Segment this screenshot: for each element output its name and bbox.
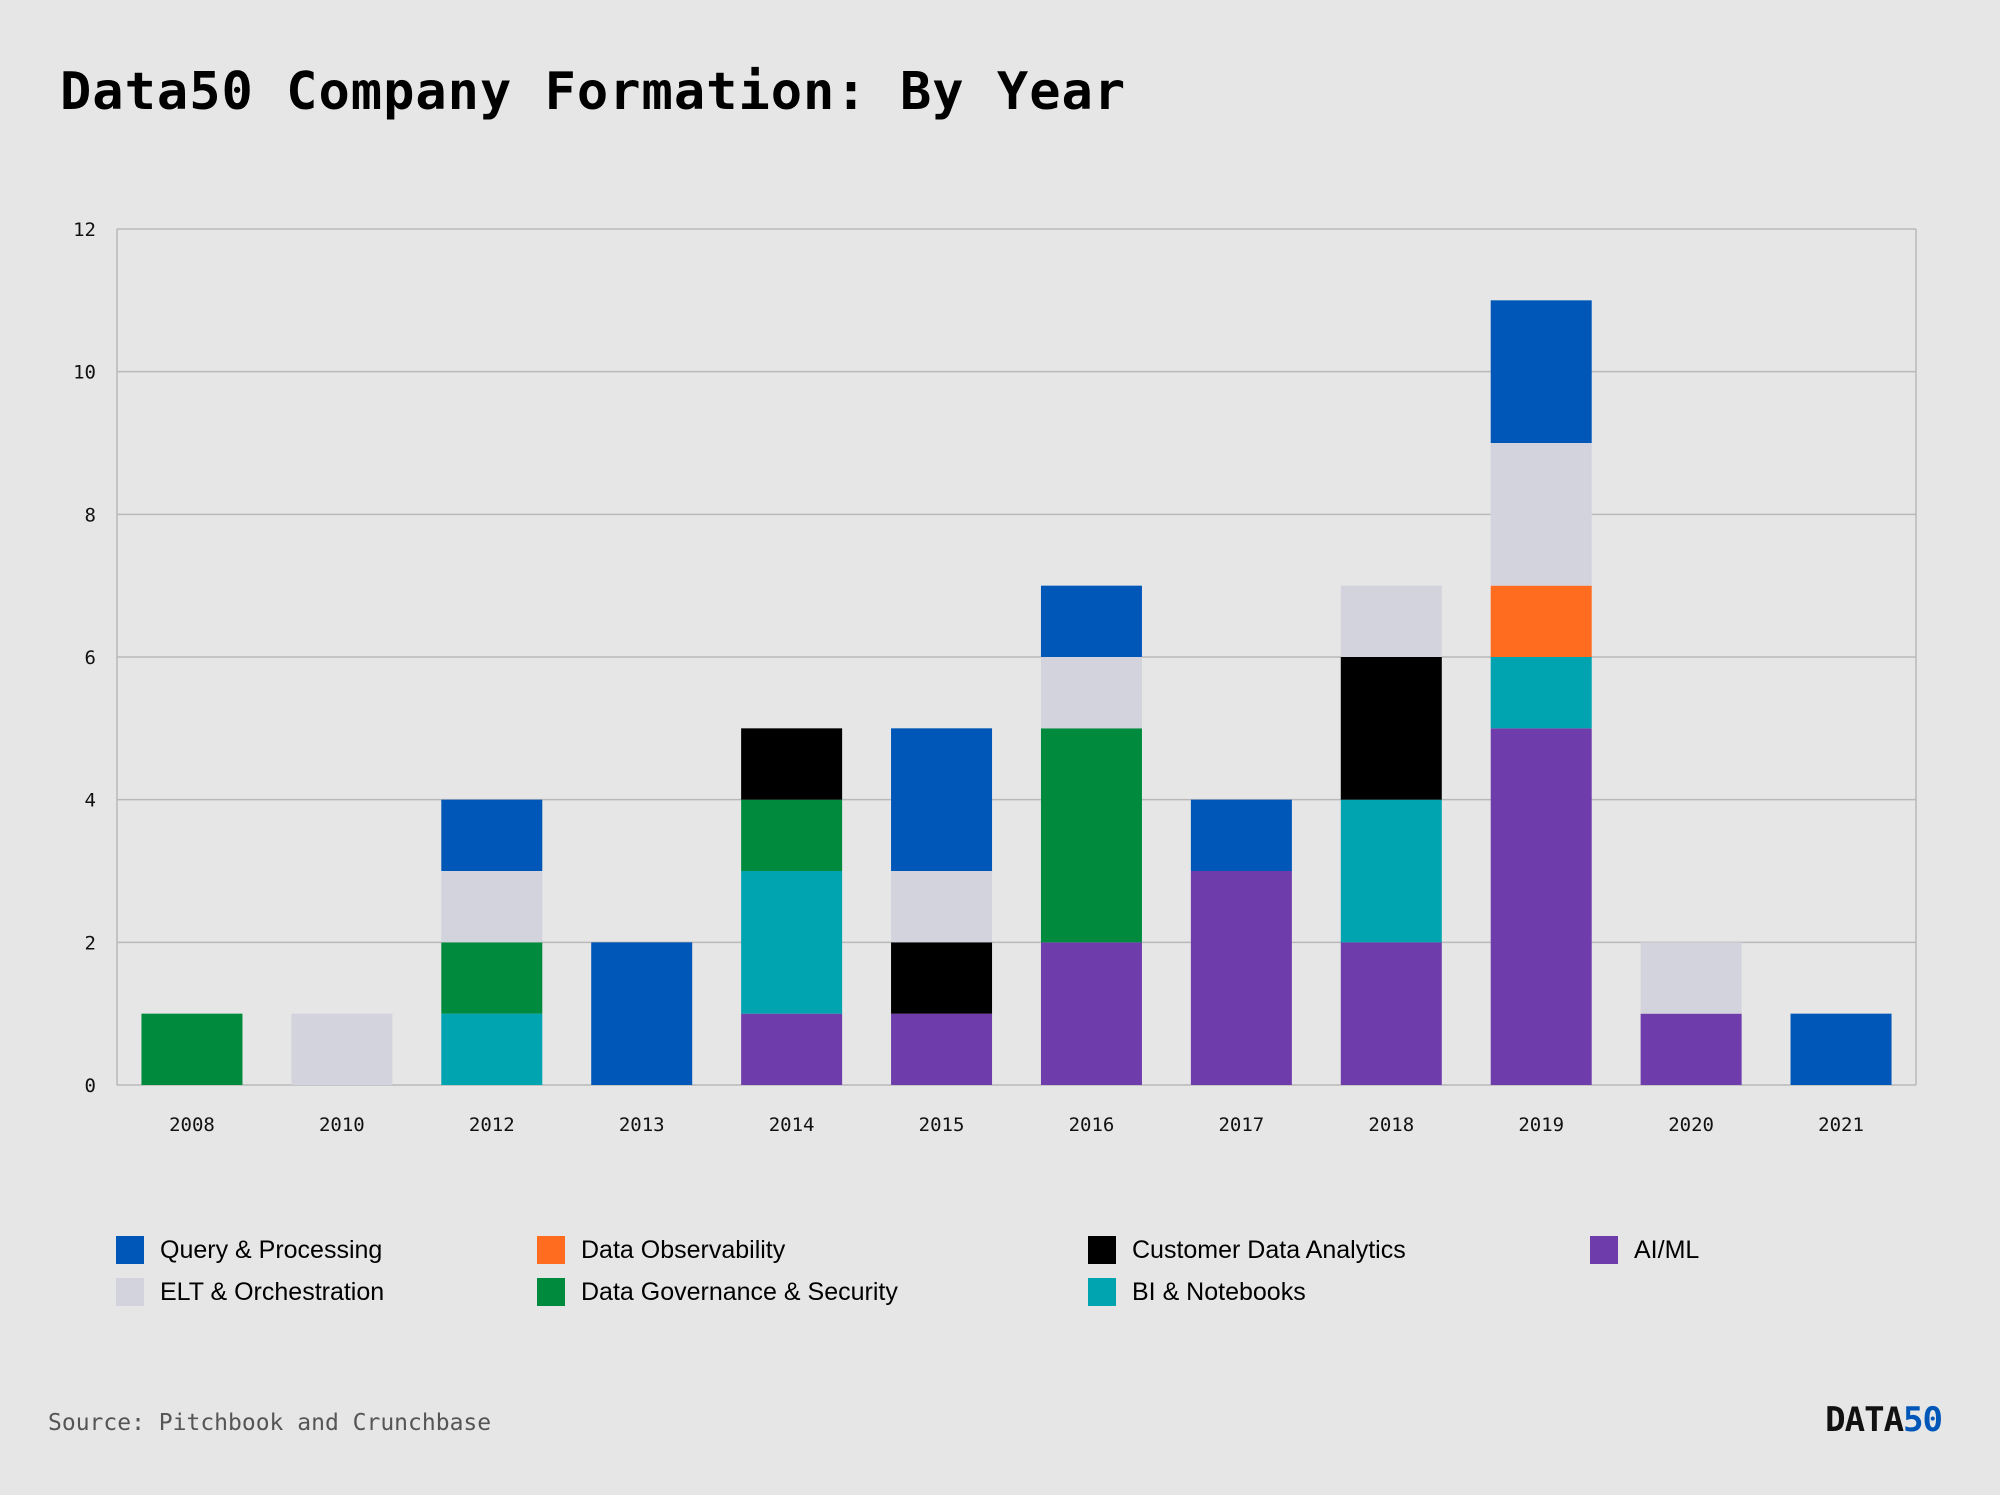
legend-item: Customer Data Analytics xyxy=(1088,1235,1590,1265)
x-tick-label: 2018 xyxy=(1368,1114,1414,1136)
x-tick-label: 2012 xyxy=(469,1114,515,1136)
x-tick-label: 2016 xyxy=(1069,1114,1115,1136)
legend-item: Data Governance & Security xyxy=(537,1277,1088,1307)
x-tick-label: 2008 xyxy=(169,1114,215,1136)
bar-segment xyxy=(1490,657,1592,729)
y-tick-label: 0 xyxy=(85,1075,96,1097)
bar-segment xyxy=(441,871,543,943)
bar-segment xyxy=(441,942,543,1014)
bar-segment xyxy=(1340,799,1442,943)
x-tick-label: 2014 xyxy=(769,1114,815,1136)
bar-segment xyxy=(1040,657,1142,729)
bar-segment xyxy=(591,942,693,1085)
y-tick-label: 4 xyxy=(85,790,96,812)
bar-segment xyxy=(891,871,993,943)
bar-segment xyxy=(291,1013,393,1085)
legend-label: Query & Processing xyxy=(160,1235,383,1264)
legend-swatch xyxy=(1590,1236,1618,1264)
bar-segment xyxy=(1490,585,1592,657)
legend-item: AI/ML xyxy=(1590,1235,1830,1265)
bar-segment xyxy=(1640,942,1742,1014)
bar-segment xyxy=(1040,585,1142,657)
bar-segment xyxy=(741,799,843,871)
y-tick-label: 2 xyxy=(85,932,96,954)
bar-segment xyxy=(441,799,543,871)
legend-item: BI & Notebooks xyxy=(1088,1277,1590,1307)
bar-segment xyxy=(1040,942,1142,1085)
bar-segment xyxy=(741,1013,843,1085)
legend-swatch xyxy=(537,1236,565,1264)
y-tick-label: 12 xyxy=(73,219,96,241)
legend-label: Data Governance & Security xyxy=(581,1277,898,1306)
bar-segment xyxy=(1490,728,1592,1085)
legend-swatch xyxy=(1088,1236,1116,1264)
bar-segment xyxy=(1790,1013,1892,1085)
brand-logo: DATA50 xyxy=(1825,1400,1943,1440)
x-tick-label: 2020 xyxy=(1668,1114,1714,1136)
x-tick-label: 2010 xyxy=(319,1114,365,1136)
bar-segment xyxy=(1340,942,1442,1085)
bar-segment xyxy=(1490,443,1592,586)
legend-swatch xyxy=(537,1278,565,1306)
chart-legend: Query & Processing Data Observability Cust… xyxy=(116,1235,1836,1307)
bar-segment xyxy=(441,1013,543,1085)
y-tick-label: 6 xyxy=(85,647,96,669)
bar-segment xyxy=(1190,799,1292,871)
legend-swatch xyxy=(116,1278,144,1306)
bar-segment xyxy=(741,871,843,1014)
x-tick-label: 2017 xyxy=(1218,1114,1264,1136)
source-note: Source: Pitchbook and Crunchbase xyxy=(48,1410,492,1436)
x-tick-label: 2015 xyxy=(919,1114,965,1136)
bar-segment xyxy=(1190,871,1292,1085)
y-tick-label: 10 xyxy=(73,362,96,384)
bar-segment xyxy=(891,728,993,871)
bar-segment xyxy=(1040,728,1142,943)
legend-swatch xyxy=(1088,1278,1116,1306)
bar-segment xyxy=(1340,585,1442,657)
bar-segment xyxy=(891,1013,993,1085)
legend-item: ELT & Orchestration xyxy=(116,1277,537,1307)
legend-label: Customer Data Analytics xyxy=(1132,1235,1406,1264)
x-tick-label: 2021 xyxy=(1818,1114,1864,1136)
x-tick-label: 2019 xyxy=(1518,1114,1564,1136)
legend-item: Query & Processing xyxy=(116,1235,537,1265)
legend-label: BI & Notebooks xyxy=(1132,1277,1306,1306)
chart-title: Data50 Company Formation: By Year xyxy=(60,62,1127,122)
y-tick-label: 8 xyxy=(85,504,96,526)
bar-segment xyxy=(1340,657,1442,800)
legend-label: AI/ML xyxy=(1634,1235,1700,1264)
legend-label: ELT & Orchestration xyxy=(160,1277,385,1306)
legend-label: Data Observability xyxy=(581,1235,786,1264)
bar-segment xyxy=(141,1013,243,1085)
brand-logo-part2: 50 xyxy=(1903,1400,1943,1440)
bar-segment xyxy=(891,942,993,1014)
legend-item: Data Observability xyxy=(537,1235,1088,1265)
legend-swatch xyxy=(116,1236,144,1264)
x-tick-label: 2013 xyxy=(619,1114,665,1136)
bar-segment xyxy=(1490,300,1592,443)
brand-logo-part1: DATA xyxy=(1825,1400,1904,1440)
bar-segment xyxy=(1640,1013,1742,1085)
bar-segment xyxy=(741,728,843,800)
stacked-bar-chart: 0 2 4 6 8 10 12 2008 2010 2012 2013 2014 2015 2016 201… xyxy=(73,219,1917,1136)
